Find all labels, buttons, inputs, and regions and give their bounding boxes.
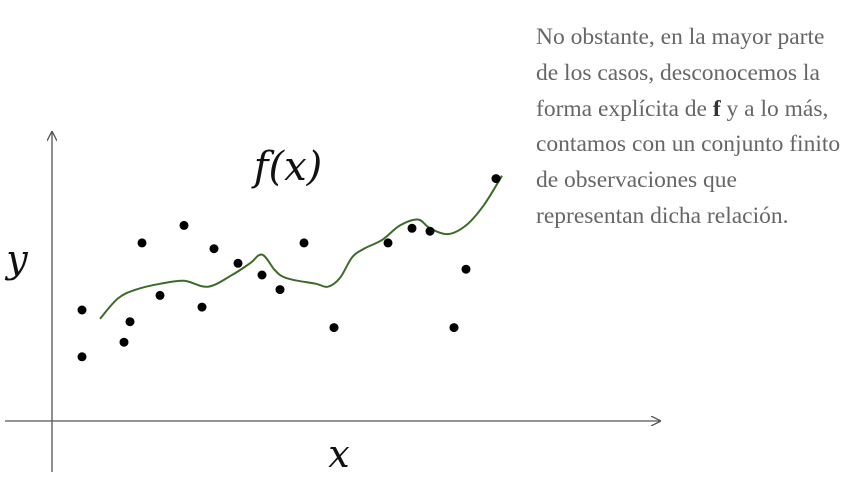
caption-bold-f: f	[712, 95, 721, 122]
data-point-13	[299, 238, 309, 248]
caption-text: No obstante, en la mayor parte de los ca…	[536, 20, 846, 235]
data-point-18	[449, 323, 459, 333]
data-point-20	[491, 174, 501, 184]
caption-part-2: y a lo más, contamos con un conjunto fin…	[536, 95, 841, 229]
data-point-14	[329, 323, 339, 333]
data-points	[77, 174, 501, 362]
chart-title: f(x)	[251, 144, 323, 190]
data-point-12	[275, 285, 285, 295]
data-point-10	[233, 258, 243, 268]
caption-part-1: No obstante, en la mayor parte de los ca…	[536, 24, 825, 122]
y-axis-label: y	[4, 237, 28, 281]
data-point-1	[77, 352, 87, 362]
data-point-11	[257, 270, 267, 280]
data-point-3	[119, 337, 129, 347]
data-point-2	[77, 305, 87, 315]
data-point-6	[155, 290, 165, 300]
data-point-9	[209, 244, 219, 254]
data-point-5	[137, 238, 147, 248]
data-point-8	[197, 302, 207, 312]
data-point-19	[461, 264, 471, 274]
x-axis-label: x	[328, 432, 349, 476]
data-point-7	[179, 220, 189, 230]
data-point-16	[407, 223, 417, 233]
data-point-17	[425, 226, 435, 236]
data-point-4	[125, 317, 135, 327]
data-point-15	[383, 238, 393, 248]
